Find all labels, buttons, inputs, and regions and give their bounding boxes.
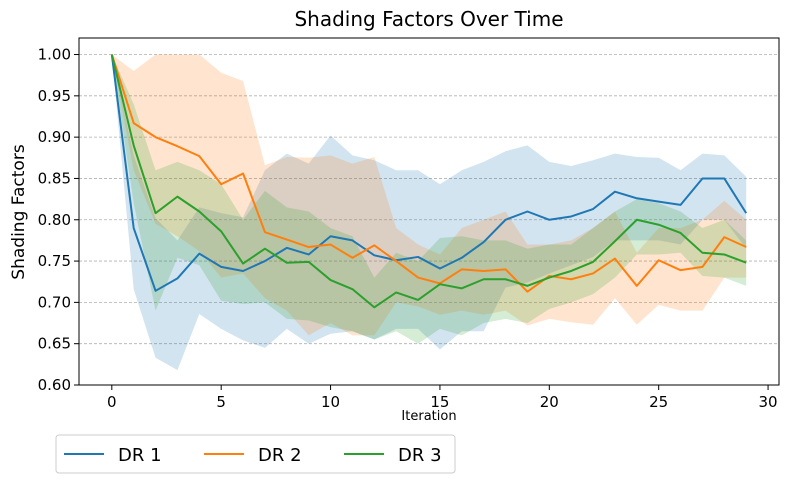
dr-3-band	[111, 54, 747, 344]
dr-3-line	[110, 54, 747, 309]
x-tick-label: 0	[107, 393, 117, 411]
legend-label-dr-3: DR 3	[398, 445, 442, 466]
confidence-bands	[111, 54, 747, 371]
y-tick-label: 1.00	[38, 46, 71, 64]
y-tick-label: 0.75	[38, 252, 71, 270]
series-lines	[110, 54, 748, 309]
x-tick-label: 30	[759, 393, 778, 411]
y-axis-label: Shading Factors	[9, 144, 29, 280]
legend: DR 1 DR 2 DR 3	[55, 434, 456, 474]
dr-1-band	[111, 54, 747, 371]
x-tick-label: 25	[649, 393, 668, 411]
dr-2-line	[110, 54, 747, 293]
y-tick-label: 0.70	[38, 293, 71, 311]
gridlines	[79, 54, 779, 386]
legend-box	[55, 434, 456, 474]
y-tick-label: 0.90	[38, 128, 71, 146]
x-axis: 0 5 10 15 20 25 30	[107, 385, 778, 411]
legend-label-dr-2: DR 2	[258, 445, 302, 466]
x-tick-label: 10	[321, 393, 340, 411]
y-tick-label: 0.80	[38, 211, 71, 229]
dr-1-line	[110, 54, 748, 292]
chart-title: Shading Factors Over Time	[294, 7, 563, 31]
y-axis: 0.60 0.65 0.70 0.75 0.80 0.85 0.90 0.95 1.00	[38, 46, 79, 394]
legend-label-dr-1: DR 1	[118, 445, 162, 466]
x-tick-label: 20	[540, 393, 559, 411]
x-tick-label: 15	[430, 393, 449, 411]
y-tick-label: 0.65	[38, 335, 71, 353]
x-axis-label: Iteration	[401, 409, 456, 424]
y-tick-label: 0.95	[38, 87, 71, 105]
y-tick-label: 0.85	[38, 169, 71, 187]
x-tick-label: 5	[216, 393, 226, 411]
y-tick-label: 0.60	[38, 376, 71, 394]
plot-area	[78, 37, 780, 386]
